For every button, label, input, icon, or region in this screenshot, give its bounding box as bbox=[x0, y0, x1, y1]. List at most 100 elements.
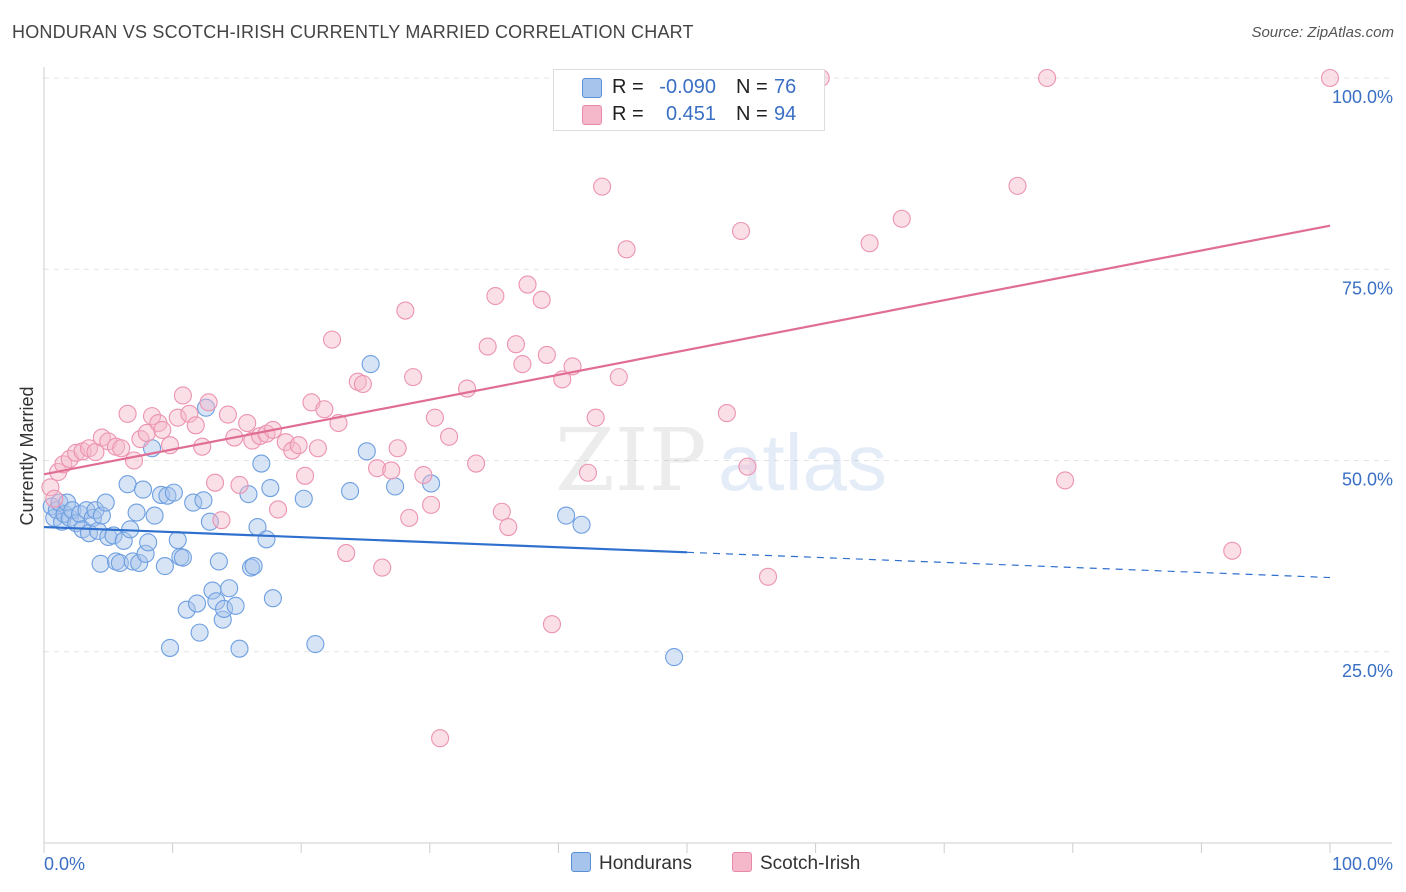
scotch-irish-point bbox=[1320, 68, 1340, 88]
honduran-point bbox=[257, 530, 276, 549]
chart-title: HONDURAN VS SCOTCH-IRISH CURRENTLY MARRI… bbox=[12, 22, 694, 42]
honduran-point bbox=[220, 579, 239, 598]
honduran-point bbox=[127, 503, 146, 522]
honduran-trend-line bbox=[43, 525, 688, 554]
honduran-point bbox=[200, 512, 219, 531]
scotch-irish-point bbox=[617, 240, 636, 259]
honduran-point bbox=[118, 475, 137, 494]
honduran-point bbox=[130, 553, 149, 573]
scotch-irish-point bbox=[230, 475, 249, 495]
y-tick-label: 50.0% bbox=[1342, 470, 1393, 490]
scotch-irish-point bbox=[323, 330, 342, 349]
honduran-point bbox=[133, 480, 153, 499]
honduran-point bbox=[572, 515, 591, 534]
scotch-irish-point bbox=[168, 408, 187, 427]
scotch-irish-point bbox=[414, 465, 433, 485]
x-tick-label: 100.0% bbox=[1332, 854, 1393, 874]
scotch-irish-point bbox=[124, 451, 144, 470]
honduran-point bbox=[187, 594, 207, 613]
tick-label-layer: 25.0% 50.0% 75.0% 100.0% 0.0% 100.0% bbox=[44, 87, 1393, 874]
honduran-point bbox=[244, 557, 263, 576]
honduran-trend-extension bbox=[686, 551, 1331, 579]
scotch-irish-trend-line bbox=[43, 224, 1331, 476]
scotch-irish-point bbox=[218, 405, 237, 424]
scotch-irish-point bbox=[478, 337, 497, 356]
scotch-irish-point bbox=[193, 437, 212, 456]
legend-label: Hondurans bbox=[599, 853, 692, 874]
honduran-point bbox=[209, 552, 228, 571]
honduran-point bbox=[96, 493, 115, 512]
scotch-irish-point bbox=[492, 502, 511, 521]
honduran-point bbox=[306, 635, 325, 654]
scotch-irish-point bbox=[45, 489, 64, 508]
legend-item-scotch-irish[interactable]: Scotch-Irish bbox=[732, 852, 860, 875]
scotch-irish-point bbox=[892, 209, 911, 228]
scotch-irish-point bbox=[400, 508, 419, 527]
watermark: ZIP atlas bbox=[555, 411, 887, 511]
scotch-irish-point bbox=[180, 404, 199, 423]
honduran-point bbox=[168, 531, 187, 550]
scotch-irish-point bbox=[422, 495, 441, 514]
scotch-irish-point bbox=[537, 345, 556, 364]
r-value: -0.090 bbox=[659, 76, 716, 98]
honduran-point bbox=[136, 544, 155, 563]
honduran-point bbox=[164, 483, 183, 502]
n-value: 94 bbox=[774, 103, 797, 125]
scotch-irish-point bbox=[353, 374, 372, 394]
scotch-irish-point bbox=[1038, 68, 1057, 88]
points-layer bbox=[41, 68, 1340, 748]
honduran-point bbox=[261, 478, 280, 498]
scotch-irish-point bbox=[860, 234, 879, 253]
scotch-irish-point bbox=[513, 355, 532, 374]
y-tick-label: 75.0% bbox=[1342, 278, 1393, 298]
honduran-point bbox=[145, 506, 164, 525]
scotch-irish-point bbox=[173, 386, 192, 405]
r-value: 0.451 bbox=[665, 103, 716, 125]
scotch-irish-point bbox=[205, 473, 225, 492]
scotch-irish-point bbox=[396, 301, 415, 320]
hondurans-swatch bbox=[582, 78, 602, 98]
stats-row-hondurans: R = -0.090 N = 76 bbox=[554, 74, 824, 100]
scotch-irish-point bbox=[199, 393, 218, 412]
scotch-irish-point bbox=[499, 518, 518, 537]
scotch-irish-point bbox=[368, 459, 387, 478]
hondurans-legend-swatch bbox=[571, 852, 591, 872]
scotch-irish-point bbox=[758, 567, 778, 586]
honduran-point bbox=[207, 592, 226, 611]
honduran-point bbox=[357, 442, 376, 461]
honduran-point bbox=[214, 599, 234, 618]
scotch-irish-point bbox=[1056, 471, 1075, 490]
scotch-irish-point bbox=[41, 478, 60, 497]
y-tick-label: 25.0% bbox=[1342, 661, 1393, 681]
scotch-irish-point bbox=[186, 416, 205, 435]
honduran-point bbox=[160, 638, 180, 657]
scotch-irish-point bbox=[586, 408, 605, 427]
honduran-point bbox=[226, 596, 245, 615]
y-axis-title: Currently Married bbox=[17, 386, 37, 525]
scotch-irish-point bbox=[431, 729, 450, 748]
x-tick-label: 0.0% bbox=[44, 854, 85, 874]
y-tick-label: 100.0% bbox=[1332, 87, 1393, 107]
scotch-irish-point bbox=[289, 436, 308, 455]
scotch-irish-point bbox=[337, 544, 356, 563]
legend-item-hondurans[interactable]: Hondurans bbox=[571, 852, 692, 875]
r-label: R = bbox=[612, 76, 644, 98]
honduran-point bbox=[263, 589, 282, 608]
scotch-irish-point bbox=[609, 368, 628, 387]
n-label: N = bbox=[736, 103, 768, 125]
r-label: R = bbox=[612, 103, 644, 125]
watermark-zip: ZIP bbox=[555, 411, 707, 511]
honduran-point bbox=[361, 355, 380, 374]
honduran-point bbox=[557, 506, 576, 525]
scotch-irish-point bbox=[388, 439, 407, 458]
honduran-point bbox=[230, 639, 249, 658]
axis-layer bbox=[43, 67, 1392, 853]
scotch-irish-point bbox=[486, 286, 505, 306]
scotch-irish-point bbox=[1223, 541, 1242, 560]
scotch-irish-point bbox=[308, 439, 327, 458]
scotch-irish-point bbox=[382, 461, 401, 480]
scotch-irish-point bbox=[506, 335, 526, 354]
honduran-point bbox=[139, 533, 158, 552]
honduran-point bbox=[341, 482, 360, 501]
scotch-irish-point bbox=[112, 439, 131, 458]
